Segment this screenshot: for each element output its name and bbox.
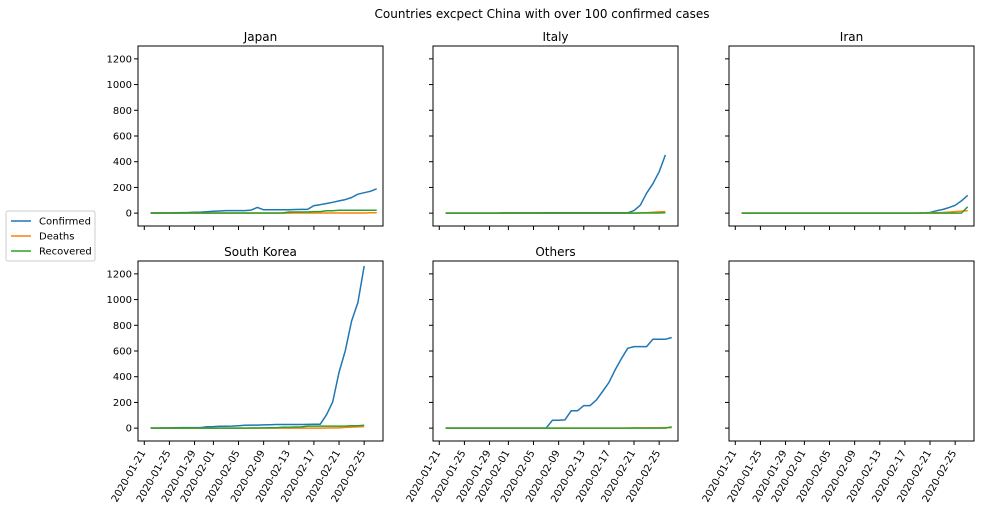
series-line-confirmed	[150, 265, 365, 429]
y-tick-label: 600	[113, 347, 132, 358]
y-tick-label: 1200	[107, 269, 132, 280]
series-line-recovered	[445, 426, 672, 429]
y-tick-label: 0	[126, 424, 132, 435]
y-tick-label: 400	[113, 157, 132, 168]
axes-frame	[432, 260, 679, 442]
series-line-confirmed	[445, 336, 672, 429]
y-tick-label: 200	[113, 398, 132, 409]
legend-label-confirmed: Confirmed	[39, 217, 91, 228]
series-line-recovered	[150, 209, 377, 214]
axes-frame	[432, 45, 679, 227]
subplot-title: Others	[535, 245, 575, 259]
legend-label-recovered: Recovered	[39, 247, 92, 258]
y-tick-label: 600	[113, 132, 132, 143]
subplot-2: Italy	[429, 30, 679, 230]
subplot-4: South Korea0200400600800100012002020-01-…	[107, 245, 384, 504]
subplots: Japan 0 200 400 600 800 1000 1200 Italy Iran South…	[107, 30, 975, 504]
subplot-title: Italy	[542, 30, 568, 44]
y-tick-label: 800	[113, 321, 132, 332]
figure-title: Countries excpect China with over 100 co…	[375, 7, 710, 21]
legend: Confirmed Deaths Recovered	[5, 210, 96, 262]
subplot-title: Iran	[840, 30, 863, 44]
y-tick-label: 200	[113, 183, 132, 194]
y-tick-label: 400	[113, 372, 132, 383]
series-line-recovered	[150, 424, 365, 429]
axes-frame	[728, 45, 975, 227]
y-tick-label: 0	[126, 209, 132, 220]
y-tick-label: 1200	[107, 54, 132, 65]
series-line-confirmed	[741, 194, 969, 214]
y-tick-label: 1000	[107, 295, 132, 306]
series-line-recovered	[741, 206, 969, 214]
y-tick-label: 1000	[107, 80, 132, 91]
subplot-1: Japan 0 200 400 600 800 1000 1200	[107, 30, 384, 230]
series-line-confirmed	[150, 188, 377, 214]
series-line-confirmed	[445, 154, 667, 214]
axes-frame	[137, 260, 384, 442]
subplot-6: 2020-01-212020-01-252020-01-292020-02-01…	[701, 260, 975, 504]
subplot-3: Iran	[725, 30, 975, 230]
subplot-5: Others2020-01-212020-01-252020-01-292020…	[405, 245, 679, 504]
axes-frame	[728, 260, 975, 442]
subplot-title: Japan	[243, 30, 277, 44]
legend-label-deaths: Deaths	[39, 232, 74, 243]
subplot-title: South Korea	[224, 245, 297, 259]
y-tick-label: 800	[113, 106, 132, 117]
legend-box	[5, 210, 96, 262]
